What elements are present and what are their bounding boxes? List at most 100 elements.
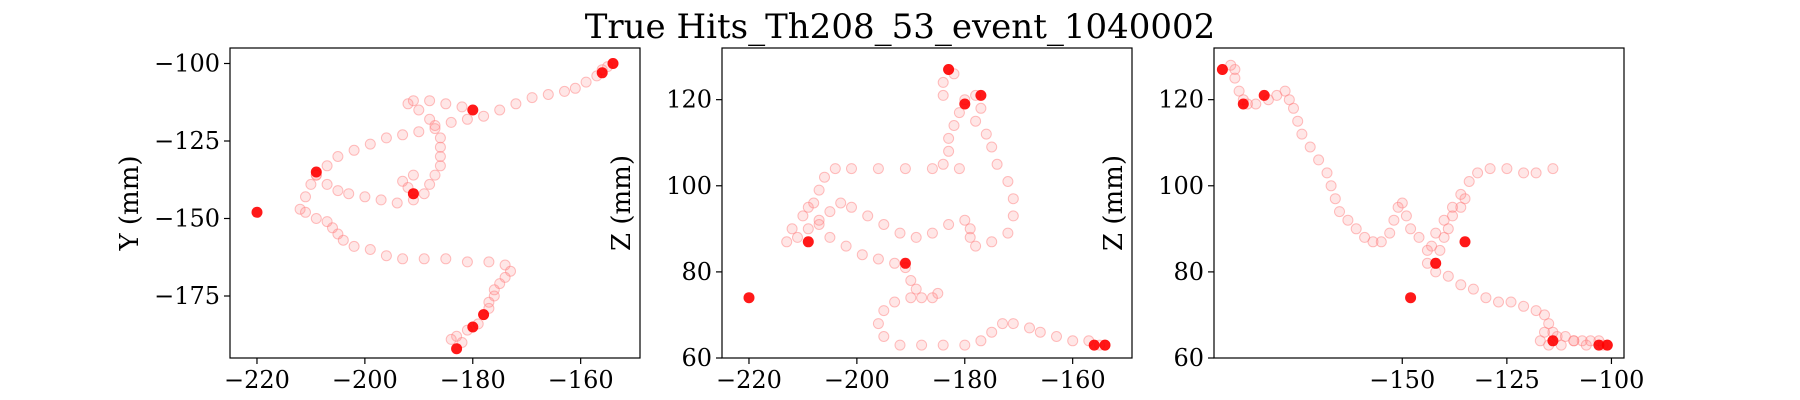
track-point [1342,214,1354,226]
track-point [413,104,425,116]
track-point [1325,180,1337,192]
hit-point [1459,236,1471,248]
track-point [456,101,468,113]
hit-point [1258,89,1270,101]
track-point [397,129,409,141]
track-point [878,331,890,342]
track-point [1321,167,1333,179]
track-point [1442,270,1454,282]
y-tick-label: 120 [666,86,712,114]
track-point [1442,223,1454,235]
track-point [894,227,906,239]
track-point [1002,227,1014,239]
track-point [986,236,998,248]
hit-point [1088,339,1100,351]
hit-point [975,89,987,101]
track-point [819,171,830,183]
track-point [1034,326,1046,338]
track-point [1493,296,1504,308]
x-tick-label: −200 [332,366,398,394]
track-point [980,128,992,140]
track-point [840,240,852,252]
track-series [294,58,619,348]
track-point [483,256,495,268]
track-point [1400,210,1412,222]
track-point [878,219,890,230]
hit-point [1601,339,1613,351]
track-point [1051,331,1062,342]
track-point [364,138,376,150]
hit-point [467,321,479,333]
track-point [1007,210,1019,222]
hit-series [743,64,1111,351]
track-point [813,214,825,226]
track-point [986,326,998,338]
track-point [1455,279,1467,291]
track-point [926,227,938,239]
track-point [332,185,344,197]
track-point [434,151,446,162]
track-point [569,82,581,94]
track-point [916,292,928,304]
track-point [1359,231,1371,243]
track-point [440,98,452,110]
track-point [1384,227,1396,239]
track-point [300,206,311,218]
track-point [300,191,311,203]
y-tick-label: −100 [154,50,220,78]
track-point [375,194,387,206]
track-point [488,290,500,302]
track-point [1375,236,1387,248]
hit-point [251,206,263,218]
track-point [494,104,506,116]
track-point [1388,214,1400,226]
track-point [781,236,793,248]
hit-point [959,98,971,110]
track-point [1233,85,1245,97]
track-point [970,115,982,127]
track-point [434,132,446,144]
track-point [359,191,371,203]
track-point [397,253,409,265]
track-point [1543,318,1555,330]
track-point [1539,326,1550,338]
track-point [1229,72,1241,84]
y-axis-label: Y (mm) [115,155,145,251]
track-point [1438,231,1450,243]
track-point [1007,318,1019,330]
track-point [1334,206,1345,218]
track-point [1539,309,1550,321]
track-point [926,163,938,175]
track-point [997,318,1008,330]
track-point [429,123,441,135]
track-point [943,132,955,144]
track-point [1313,154,1325,166]
track-point [1296,128,1308,140]
track-point [948,120,960,131]
track-point [380,132,392,144]
track-point [846,201,857,213]
track-point [1480,292,1492,304]
track-point [1455,201,1467,213]
track-point [932,287,944,299]
track-point [542,89,554,100]
y-tick-label: 100 [666,172,712,200]
track-point [1229,64,1241,75]
panel-xz: −220 −200 −180 −160 60 80 100 120 Z (mm) [607,47,1133,394]
track-point [305,178,317,190]
track-point [959,214,971,226]
track-point [1350,223,1362,235]
track-point [343,188,355,200]
track-point [829,163,841,175]
track-point [1392,201,1404,213]
track-point [905,275,917,286]
track-point [461,256,473,268]
track-point [905,292,917,304]
panel-xy: −220 −200 −180 −160 −175 −150 −125 −100 Y (mm) [115,47,641,394]
hit-point [802,236,814,248]
track-point [916,339,928,351]
track-point [899,163,911,175]
track-point [413,126,425,138]
track-point [1304,141,1316,153]
track-point [975,102,987,114]
